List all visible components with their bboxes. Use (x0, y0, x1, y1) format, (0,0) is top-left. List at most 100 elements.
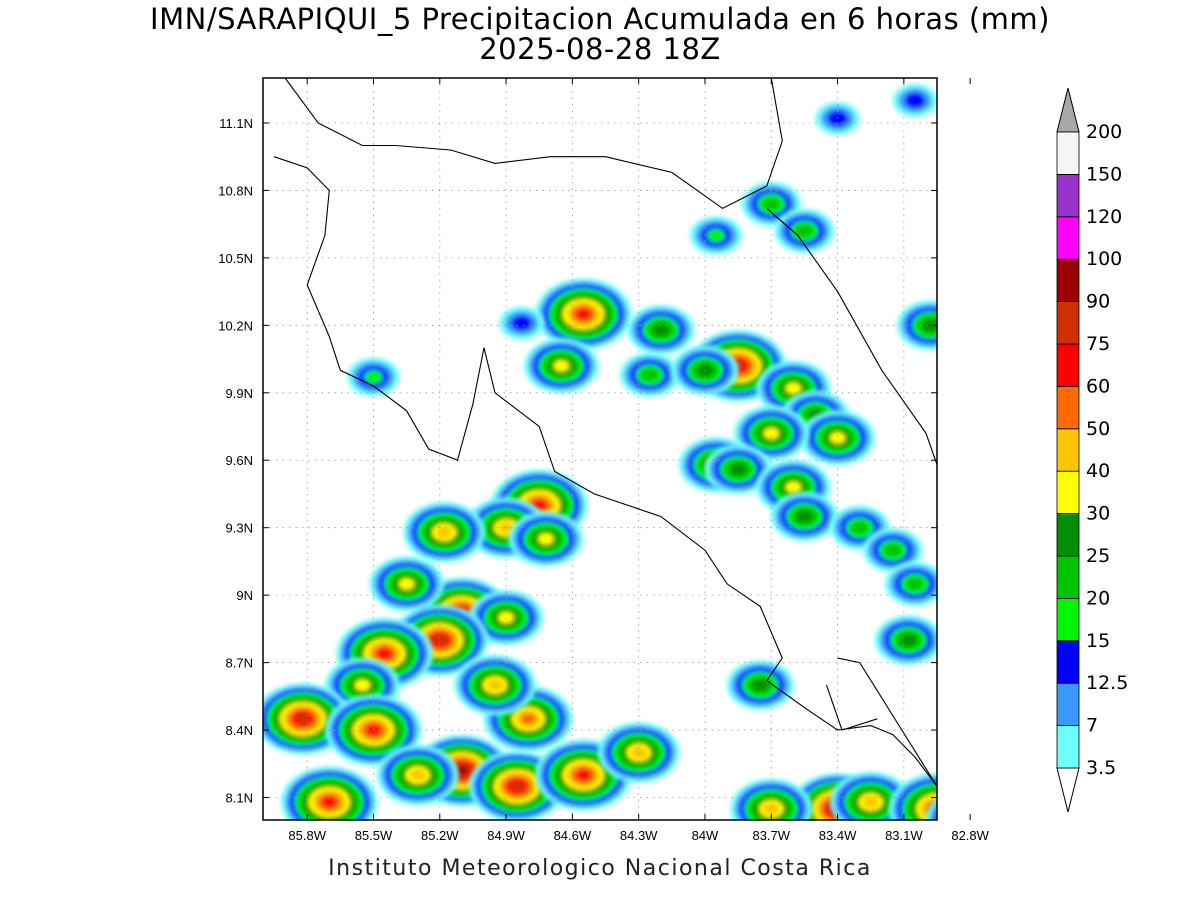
precip-cell (499, 306, 545, 340)
precip-contour (763, 427, 780, 440)
lon-tick-label: 84.6W (554, 828, 592, 843)
precip-contour (487, 679, 503, 691)
precip-cell (535, 278, 632, 350)
precip-cell (263, 683, 352, 755)
precip-contour (641, 368, 659, 382)
precip-cell (524, 338, 599, 394)
colorbar-label: 90 (1086, 291, 1110, 313)
precip-contour (863, 796, 879, 808)
precip-cell (704, 444, 772, 495)
colorbar-over-arrow (1056, 87, 1080, 133)
precip-contour (322, 796, 337, 808)
lon-tick-label: 84.9W (487, 828, 525, 843)
precip-contour (410, 769, 426, 781)
colorbar-label: 50 (1086, 418, 1110, 440)
precip-contour (398, 578, 415, 590)
precip-contour (795, 224, 813, 238)
colorbar-swatch (1056, 428, 1080, 472)
precip-cell (829, 771, 912, 820)
precip-cell (730, 778, 813, 820)
precip-contour (433, 635, 447, 645)
precip-contour (763, 803, 779, 815)
colorbar-label: 150 (1086, 163, 1122, 185)
credit-footer: Instituto Meteorologico Nacional Costa R… (328, 856, 872, 881)
precip-contour (510, 781, 524, 792)
precip-contour (785, 481, 802, 494)
lon-tick-label: 83.1W (885, 828, 923, 843)
precip-cell (281, 766, 378, 820)
lon-tick-label: 84.3W (620, 828, 658, 843)
lon-tick-labels: 85.8W 85.5W 85.2W 84.9W 84.6W 84.3W 84W 83.7W 83… (288, 78, 990, 843)
precip-contour (576, 308, 591, 320)
lon-tick-label: 82.8W (951, 828, 989, 843)
coastline-path (273, 156, 937, 787)
precip-contour (900, 634, 917, 647)
precip-cell (508, 511, 584, 567)
chart-title: IMN/SARAPIQUI_5 Precipitacion Acumulada … (150, 2, 1050, 36)
lat-tick-labels: 11.1N 10.8N 10.5N 10.2N 9.9N 9.6N 9.3N 9N 8.7N 8.… (218, 116, 937, 806)
lat-tick-label: 9N (236, 588, 253, 603)
precip-contour (511, 315, 532, 331)
precip-contour (377, 648, 392, 659)
lon-tick-label: 83.7W (752, 828, 790, 843)
precip-contour (354, 679, 371, 691)
lat-tick-label: 10.2N (218, 318, 253, 333)
precip-contour (730, 463, 747, 476)
colorbar-label: 12.5 (1086, 672, 1128, 694)
colorbar-swatch (1056, 598, 1080, 642)
precip-cell (770, 491, 839, 542)
lat-tick-label: 10.5N (218, 251, 253, 266)
precip-contour (851, 521, 869, 534)
lon-tick-label: 84W (692, 828, 719, 843)
lat-tick-label: 10.8N (218, 183, 253, 198)
precip-cells (263, 83, 937, 820)
colorbar-swatch (1056, 173, 1080, 218)
precip-contour (762, 197, 780, 211)
colorbar-label: 60 (1086, 375, 1110, 397)
precip-contour (785, 382, 802, 395)
precip-contour (884, 543, 902, 557)
colorbar-label: 100 (1086, 248, 1122, 270)
coastline (273, 78, 937, 787)
colorbar-label: 3.5 (1086, 757, 1116, 779)
precip-cell (403, 501, 486, 563)
precip-cell (800, 410, 875, 466)
colorbar-under-arrow (1056, 767, 1080, 813)
colorbar-swatch (1056, 513, 1080, 557)
chart-subtitle: 2025-08-28 18Z (479, 32, 721, 66)
colorbar-label: 75 (1086, 333, 1110, 355)
lat-tick-label: 9.9N (226, 386, 253, 401)
precip-cell (892, 83, 937, 118)
coastline-path (766, 207, 937, 465)
lat-tick-label: 8.4N (226, 723, 253, 738)
colorbar-label: 200 (1086, 121, 1122, 143)
precip-contour (696, 364, 714, 377)
precip-contour (436, 526, 452, 538)
colorbar-label: 20 (1086, 587, 1110, 609)
colorbar-swatch (1056, 555, 1080, 599)
precip-cell (874, 615, 937, 665)
precip-contour (576, 769, 591, 781)
lat-tick-label: 11.1N (219, 116, 253, 131)
colorbar-swatch (1056, 385, 1080, 430)
colorbar-swatch (1056, 258, 1080, 303)
lat-tick-label: 9.6N (226, 453, 253, 468)
precip-cell (671, 345, 739, 396)
precip-contour (631, 746, 647, 759)
precip-cell (376, 744, 459, 806)
precip-cell (734, 405, 809, 461)
colorbar: 3.5 7 12.5 15 20 25 30 40 50 60 75 90 100 120 150 200 (1056, 87, 1128, 813)
precip-cell (597, 722, 680, 783)
colorbar-swatch (1056, 216, 1080, 260)
lat-tick-label: 8.7N (226, 656, 253, 671)
precip-cell (454, 654, 536, 716)
colorbar-swatch (1056, 682, 1080, 727)
coastline-path (284, 78, 783, 210)
colorbar-label: 15 (1086, 630, 1110, 652)
precip-contour (922, 319, 937, 332)
colorbar-label: 30 (1086, 503, 1110, 525)
colorbar-swatch (1056, 640, 1080, 684)
colorbar-label: 7 (1086, 715, 1098, 737)
precip-contour (906, 577, 924, 591)
